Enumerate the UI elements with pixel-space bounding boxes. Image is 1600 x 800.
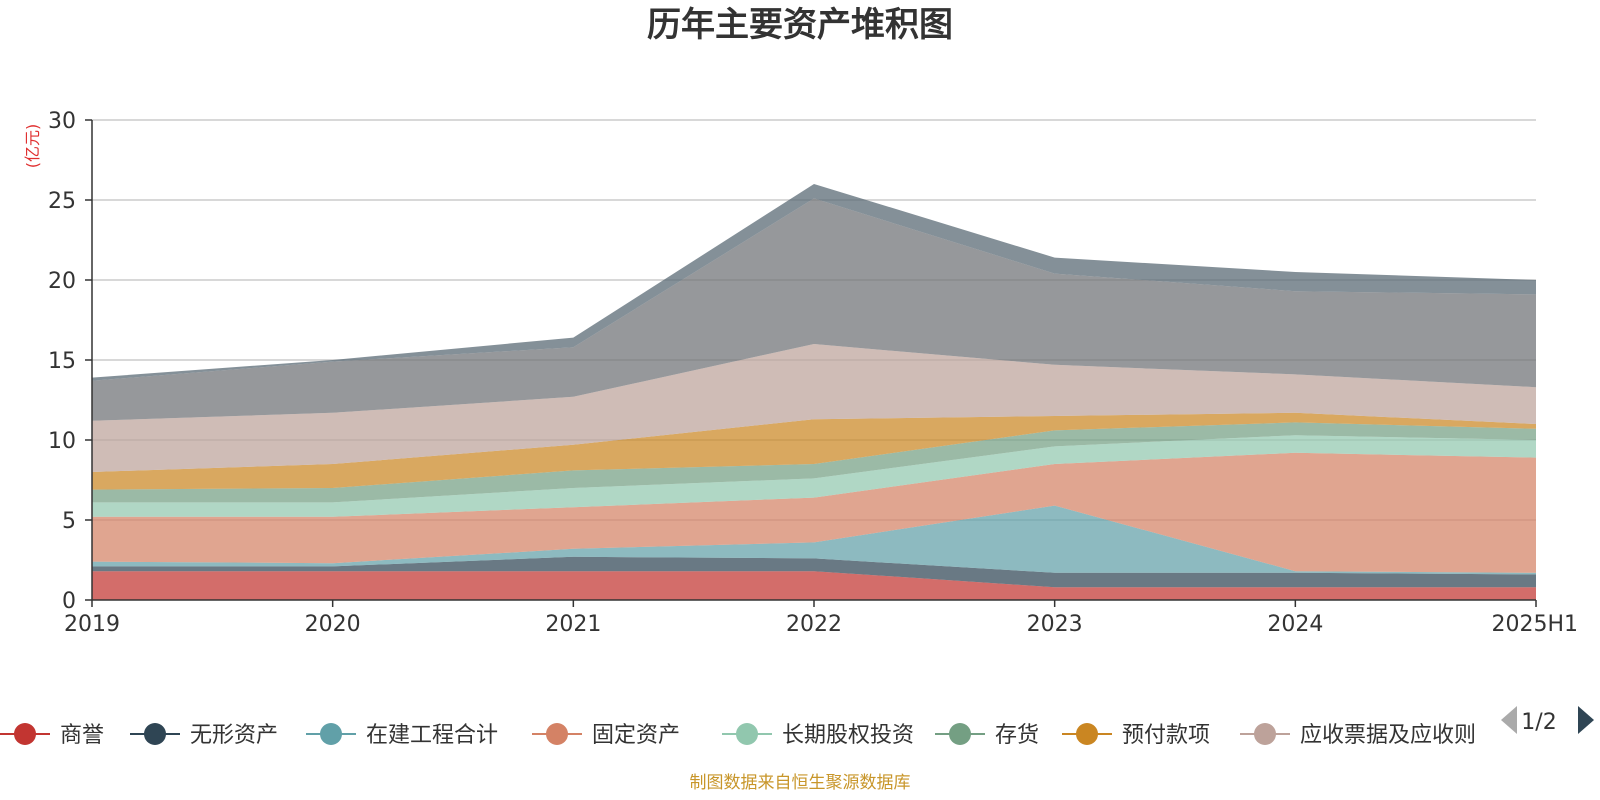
legend-item[interactable]: 存货 [935,723,1039,748]
y-tick-label: 0 [62,589,76,614]
area-其他 [92,184,1536,381]
area-存货 [92,422,1536,503]
legend-marker [1254,723,1276,745]
legend-marker [736,723,758,745]
legend-item[interactable]: 预付款项 [1062,723,1210,748]
legend-marker [14,723,36,745]
legend-item[interactable]: 在建工程合计 [306,723,498,748]
legend-item[interactable]: 商誉 [0,723,104,748]
area-预付款项 [92,412,1536,490]
x-axis-ticks: 2019 2020 2021 2022 2023 2024 2025H1 [64,600,1578,637]
y-axis-ticks: 0 5 10 15 20 25 30 [48,109,92,614]
chart-title: 历年主要资产堆积图 [647,5,953,45]
area-商誉 [92,571,1536,600]
legend-marker [144,723,166,745]
stacked-areas [92,184,1536,600]
area-长期股权投资 [92,435,1536,517]
source-note: 制图数据来自恒生聚源数据库 [690,773,911,793]
x-tick-label: 2020 [305,612,361,637]
legend-label: 存货 [995,723,1039,748]
legend-page-label: 1/2 [1521,710,1556,735]
y-tick-label: 25 [48,189,76,214]
x-tick-label: 2019 [64,612,120,637]
y-tick-label: 30 [48,109,76,134]
x-tick-label: 2023 [1027,612,1083,637]
x-tick-label: 2021 [545,612,601,637]
area-货币资金 [92,198,1536,421]
legend-marker [320,723,342,745]
legend-item[interactable]: 应收票据及应收则 [1240,723,1476,748]
area-固定资产 [92,452,1536,573]
legend-label: 预付款项 [1122,723,1210,748]
legend-marker [1076,723,1098,745]
legend-label: 长期股权投资 [782,723,914,748]
area-应收票据及应收账款 [92,344,1536,472]
legend-prev-arrow-icon[interactable] [1501,706,1517,734]
legend-next-arrow-icon[interactable] [1578,706,1594,734]
y-unit-label: (亿元) [23,124,42,169]
legend-label: 应收票据及应收则 [1300,723,1476,748]
legend-label: 固定资产 [592,723,680,748]
x-tick-label: 2022 [786,612,842,637]
legend-item[interactable]: 长期股权投资 [722,723,914,748]
legend-marker [949,723,971,745]
y-tick-label: 20 [48,269,76,294]
legend: 商誉 无形资产 在建工程合计 固定资产 长期股权投资 存货 预付款项 应收票据及应收则 [0,723,1476,748]
legend-item[interactable]: 固定资产 [532,723,680,748]
legend-label: 无形资产 [190,723,278,748]
legend-label: 在建工程合计 [366,723,498,748]
area-在建工程合计 [92,505,1536,575]
x-tick-label: 2024 [1267,612,1323,637]
area-无形资产 [92,556,1536,588]
legend-item[interactable]: 无形资产 [130,723,278,748]
y-tick-label: 5 [62,509,76,534]
y-tick-label: 15 [48,349,76,374]
legend-label: 商誉 [60,723,104,748]
x-tick-label: 2025H1 [1491,612,1578,637]
legend-pager: 1/2 [1501,706,1594,735]
y-tick-label: 10 [48,429,76,454]
legend-marker [546,723,568,745]
